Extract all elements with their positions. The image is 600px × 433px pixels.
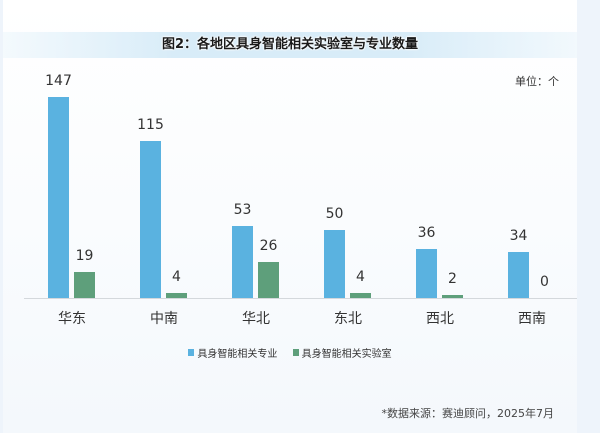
value-label-labs-4: 2 bbox=[448, 271, 457, 287]
bar-majors-0 bbox=[48, 97, 69, 298]
value-label-majors-5: 34 bbox=[509, 228, 528, 244]
chart-panel: 图2：各地区具身智能相关实验室与专业数量 单位：个 具身智能相关专业 具身智能相… bbox=[3, 0, 577, 433]
category-label-0: 华东 bbox=[58, 311, 86, 327]
category-label-3: 东北 bbox=[334, 311, 362, 327]
legend-swatch-labs bbox=[292, 349, 299, 356]
bar-labs-1 bbox=[166, 293, 187, 298]
value-label-majors-1: 115 bbox=[137, 117, 164, 133]
value-label-majors-2: 53 bbox=[233, 202, 252, 218]
data-source-note: *数据来源：赛迪顾问，2025年7月 bbox=[381, 407, 555, 420]
value-label-labs-5: 0 bbox=[540, 274, 549, 290]
category-label-1: 中南 bbox=[150, 311, 178, 327]
legend-item-labs: 具身智能相关实验室 bbox=[292, 345, 392, 360]
bar-labs-3 bbox=[350, 293, 371, 298]
bar-labs-0 bbox=[74, 272, 95, 298]
bar-labs-4 bbox=[442, 295, 463, 298]
unit-label: 单位：个 bbox=[515, 75, 559, 88]
bar-majors-3 bbox=[324, 230, 345, 298]
bar-majors-1 bbox=[140, 141, 161, 298]
legend-swatch-majors bbox=[188, 349, 195, 356]
category-label-5: 西南 bbox=[518, 311, 546, 327]
title-band bbox=[3, 32, 577, 58]
bar-majors-2 bbox=[232, 226, 253, 298]
bar-majors-4 bbox=[416, 249, 437, 298]
legend-label-labs: 具身智能相关实验室 bbox=[301, 349, 392, 360]
value-label-labs-3: 4 bbox=[356, 269, 365, 285]
value-label-majors-0: 147 bbox=[45, 73, 72, 89]
bar-labs-2 bbox=[258, 262, 279, 298]
bar-majors-5 bbox=[508, 252, 529, 298]
legend: 具身智能相关专业 具身智能相关实验室 bbox=[3, 345, 577, 360]
value-label-majors-3: 50 bbox=[325, 206, 344, 222]
value-label-labs-0: 19 bbox=[75, 248, 94, 264]
chart-title: 图2：各地区具身智能相关实验室与专业数量 bbox=[161, 37, 419, 52]
legend-label-majors: 具身智能相关专业 bbox=[197, 349, 278, 360]
legend-item-majors: 具身智能相关专业 bbox=[188, 345, 277, 360]
x-axis-line bbox=[24, 298, 577, 299]
value-label-labs-1: 4 bbox=[172, 269, 181, 285]
category-label-2: 华北 bbox=[242, 311, 270, 327]
value-label-majors-4: 36 bbox=[417, 225, 436, 241]
value-label-labs-2: 26 bbox=[259, 238, 278, 254]
category-label-4: 西北 bbox=[426, 311, 454, 327]
